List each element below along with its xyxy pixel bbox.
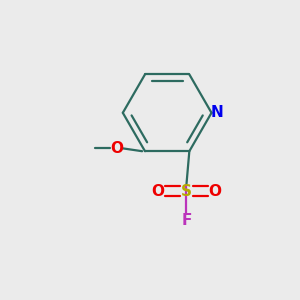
Text: N: N	[210, 105, 223, 120]
Text: O: O	[152, 184, 164, 199]
Text: F: F	[181, 213, 192, 228]
Text: S: S	[181, 184, 192, 199]
Text: O: O	[110, 141, 123, 156]
Text: O: O	[208, 184, 222, 199]
